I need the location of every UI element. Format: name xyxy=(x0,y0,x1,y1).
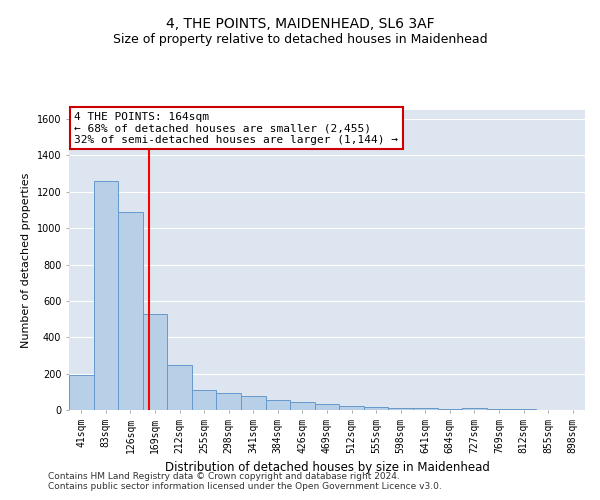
Bar xyxy=(487,409,511,410)
X-axis label: Distribution of detached houses by size in Maidenhead: Distribution of detached houses by size … xyxy=(164,461,490,474)
Text: Contains public sector information licensed under the Open Government Licence v3: Contains public sector information licen… xyxy=(48,482,442,491)
Bar xyxy=(69,376,94,410)
Text: 4 THE POINTS: 164sqm
← 68% of detached houses are smaller (2,455)
32% of semi-de: 4 THE POINTS: 164sqm ← 68% of detached h… xyxy=(74,112,398,144)
Y-axis label: Number of detached properties: Number of detached properties xyxy=(21,172,31,348)
Text: 4, THE POINTS, MAIDENHEAD, SL6 3AF: 4, THE POINTS, MAIDENHEAD, SL6 3AF xyxy=(166,18,434,32)
Bar xyxy=(315,404,339,410)
Bar xyxy=(241,396,266,410)
Bar xyxy=(217,392,241,410)
Bar xyxy=(364,408,388,410)
Bar xyxy=(388,408,413,410)
Bar xyxy=(143,314,167,410)
Bar xyxy=(290,402,315,410)
Text: Contains HM Land Registry data © Crown copyright and database right 2024.: Contains HM Land Registry data © Crown c… xyxy=(48,472,400,481)
Bar xyxy=(462,408,487,410)
Bar xyxy=(413,408,437,410)
Bar xyxy=(339,406,364,410)
Bar xyxy=(118,212,143,410)
Bar xyxy=(437,409,462,410)
Bar xyxy=(94,181,118,410)
Bar xyxy=(167,364,192,410)
Bar xyxy=(266,400,290,410)
Bar xyxy=(192,390,217,410)
Text: Size of property relative to detached houses in Maidenhead: Size of property relative to detached ho… xyxy=(113,32,487,46)
